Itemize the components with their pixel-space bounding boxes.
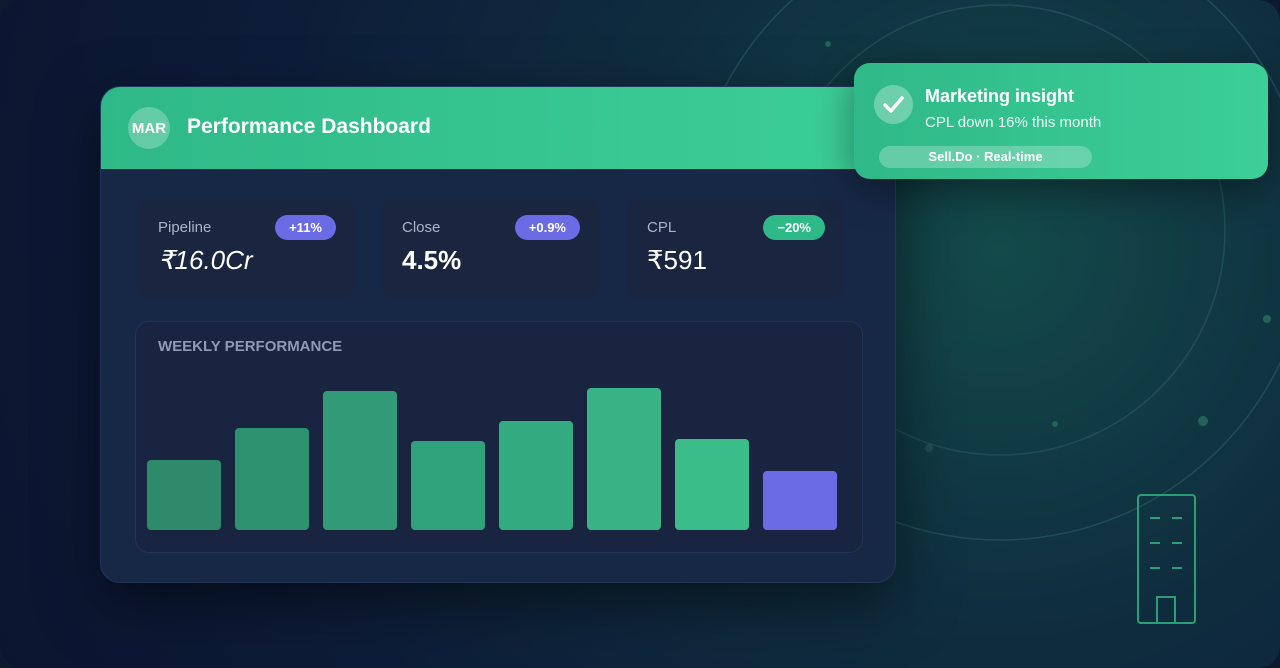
kpi-card: Close 4.5% +0.9%: [381, 199, 599, 298]
bar: [763, 471, 837, 530]
dot: [925, 444, 933, 452]
chart-panel: WEEKLY PERFORMANCE: [135, 321, 863, 553]
bar: [587, 388, 661, 530]
toast: Marketing insight CPL down 16% this mont…: [854, 63, 1268, 179]
kpi-label: CPL: [647, 219, 677, 236]
avatar: MAR: [128, 107, 170, 149]
kpi-card: Pipeline ₹16.0Cr +11%: [137, 199, 355, 298]
bar: [675, 439, 749, 530]
kpi-badge: +11%: [275, 215, 336, 240]
check-mark: [883, 96, 904, 113]
dot: [1263, 315, 1271, 323]
kpi-value: 4.5%: [402, 245, 462, 275]
dot: [1198, 416, 1208, 426]
bar: [147, 460, 221, 530]
bar: [235, 428, 309, 530]
toast-title: Marketing insight: [925, 86, 1075, 106]
kpi-label: Close: [402, 219, 441, 236]
kpi-card: CPL ₹591 −20%: [626, 199, 844, 298]
card-header: MAR Performance Dashboard: [101, 87, 895, 169]
dashboard-title: Performance Dashboard: [187, 115, 431, 138]
kpi-badge: +0.9%: [514, 215, 580, 240]
toast-tag: Sell.Do · Real-time: [879, 146, 1092, 168]
building-icon: [1137, 494, 1196, 624]
dashboard-card: MAR Performance Dashboard Pipeline ₹16.0…: [100, 86, 896, 583]
kpi-badge: −20%: [763, 215, 825, 240]
dot: [1052, 421, 1058, 427]
chart-title: WEEKLY PERFORMANCE: [158, 338, 343, 355]
bar: [499, 421, 573, 530]
dot: [825, 41, 831, 47]
kpi-value: ₹16.0Cr: [158, 245, 253, 275]
bar: [411, 441, 485, 530]
chart: [147, 388, 837, 530]
bar: [323, 391, 397, 530]
check-icon: [874, 85, 913, 124]
kpi-label: Pipeline: [158, 219, 212, 236]
kpi-value: ₹591: [647, 245, 707, 275]
toast-message: CPL down 16% this month: [925, 114, 1102, 131]
